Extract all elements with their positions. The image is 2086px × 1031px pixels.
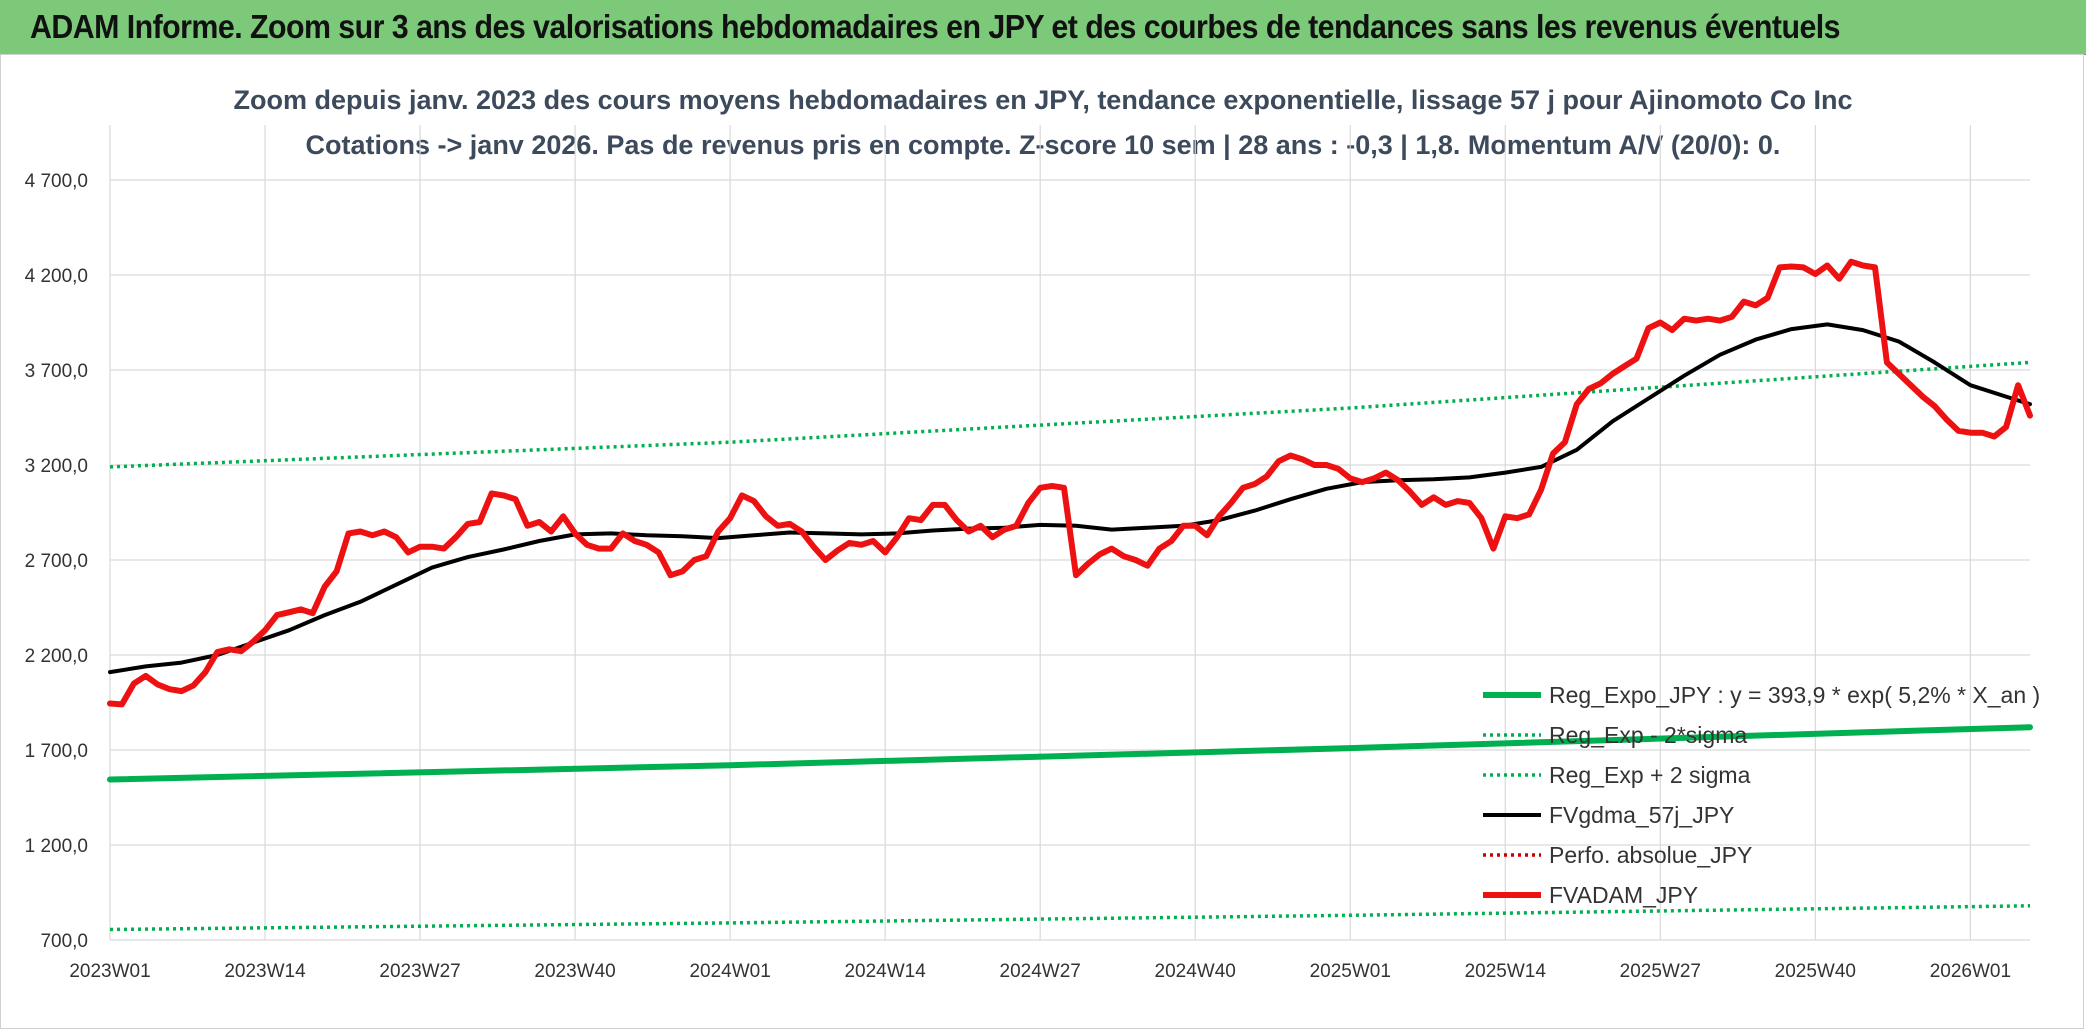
- report-title: ADAM Informe. Zoom sur 3 ans des valoris…: [30, 8, 1841, 45]
- x-axis-ticks: 2023W01 2023W14 2023W27 2023W40 2024W01 2024W…: [69, 961, 2011, 982]
- legend-label-4: Perfo. absolue_JPY: [1549, 842, 1752, 868]
- series-lines: [107, 258, 2033, 932]
- series-line-1: [109, 904, 2031, 932]
- series-line-2: [109, 360, 2031, 469]
- x-tick-label: 2025W01: [1310, 961, 1391, 982]
- legend-label-5: FVADAM_JPY: [1549, 882, 1698, 908]
- series-line-5: [107, 258, 2033, 708]
- gridlines: [109, 125, 2030, 941]
- x-tick-label: 2023W01: [69, 961, 150, 982]
- legend: Reg_Expo_JPY : y = 393,9 * exp( 5,2% * X…: [1483, 682, 2040, 908]
- legend-label-3: FVgdma_57j_JPY: [1549, 802, 1734, 828]
- chart-title: Zoom depuis janv. 2023 des cours moyens …: [234, 85, 1853, 115]
- x-tick-label: 2025W40: [1775, 961, 1856, 982]
- legend-label-2: Reg_Exp + 2 sigma: [1549, 762, 1751, 788]
- chart-frame: [0, 54, 2084, 1029]
- x-tick-label: 2023W14: [224, 961, 306, 982]
- y-tick-label: 700,0: [40, 931, 88, 952]
- x-tick-label: 2023W27: [379, 961, 460, 982]
- y-tick-label: 3 200,0: [25, 456, 88, 477]
- x-tick-label: 2026W01: [1930, 961, 2011, 982]
- y-tick-label: 1 200,0: [25, 836, 88, 857]
- y-tick-label: 2 200,0: [25, 646, 88, 667]
- y-tick-label: 1 700,0: [25, 741, 88, 762]
- series-line-3: [108, 322, 2032, 675]
- chart-subtitle: Cotations -> janv 2026. Pas de revenus p…: [306, 130, 1781, 160]
- x-tick-label: 2025W14: [1465, 961, 1547, 982]
- x-tick-label: 2024W27: [1000, 961, 1081, 982]
- x-tick-label: 2024W14: [844, 961, 926, 982]
- y-tick-label: 3 700,0: [25, 361, 88, 382]
- y-tick-label: 4 200,0: [25, 266, 88, 287]
- y-tick-label: 2 700,0: [25, 551, 88, 572]
- y-tick-label: 4 700,0: [25, 171, 88, 192]
- x-tick-label: 2025W27: [1620, 961, 1701, 982]
- y-axis-ticks: 700,0 1 200,0 1 700,0 2 200,0 2 700,0 3 200,0…: [25, 171, 88, 952]
- report-banner: ADAM Informe. Zoom sur 3 ans des valoris…: [0, 0, 2086, 55]
- series-line-0: [107, 724, 2033, 783]
- x-tick-label: 2024W01: [689, 961, 770, 982]
- x-tick-label: 2023W40: [534, 961, 615, 982]
- legend-label-1: Reg_Exp - 2*sigma: [1549, 722, 1747, 748]
- legend-label-0: Reg_Expo_JPY : y = 393,9 * exp( 5,2% * X…: [1549, 682, 2040, 708]
- x-tick-label: 2024W40: [1155, 961, 1236, 982]
